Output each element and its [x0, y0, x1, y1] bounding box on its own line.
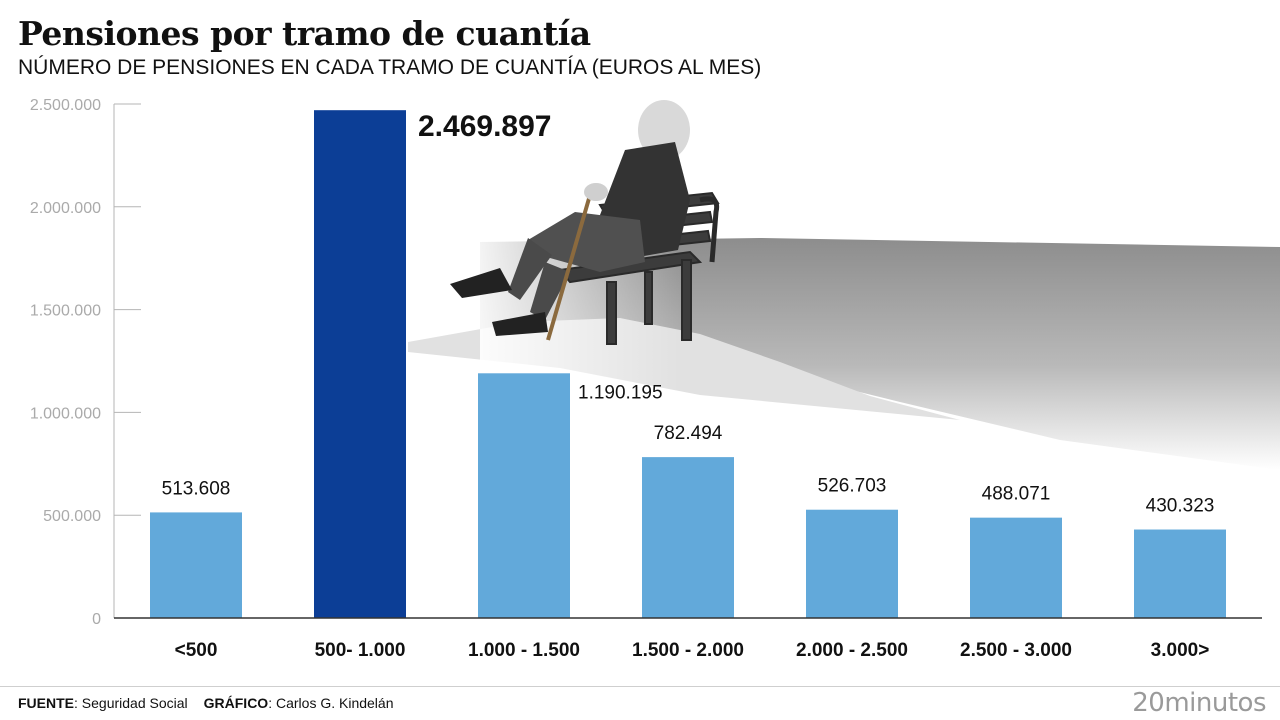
value-label: 430.323 [1146, 496, 1215, 517]
value-labels: 513.608 2.469.897 1.190.195 782.494 526.703 4… [162, 110, 1215, 516]
source-value: : Seguridad Social [74, 695, 188, 711]
x-tick-label: 1.000 - 1.500 [468, 640, 580, 661]
y-tick-label: 2.000.000 [30, 200, 101, 217]
background-photo [408, 100, 1280, 476]
elderly-man-icon [450, 100, 690, 341]
y-tick-label: 1.500.000 [30, 303, 101, 320]
value-label: 513.608 [162, 478, 231, 499]
value-label: 488.071 [982, 484, 1051, 505]
bar [1134, 529, 1226, 618]
graphic-value: : Carlos G. Kindelán [268, 695, 394, 711]
x-tick-label: 500- 1.000 [315, 640, 406, 661]
chart-subtitle: NÚMERO DE PENSIONES EN CADA TRAMO DE CUA… [18, 56, 762, 79]
value-label: 1.190.195 [578, 382, 663, 403]
value-label: 782.494 [654, 423, 723, 444]
graphic-label: GRÁFICO [203, 695, 269, 711]
bar [478, 373, 570, 618]
source-label: FUENTE [18, 695, 74, 711]
bar [970, 517, 1062, 618]
value-label: 2.469.897 [418, 110, 551, 143]
y-tick-label: 500.000 [43, 508, 101, 525]
y-axis: 0 500.000 1.000.000 1.500.000 2.000.000 2.500… [30, 97, 141, 628]
x-tick-label: 2.500 - 3.000 [960, 640, 1072, 661]
y-tick-label: 1.000.000 [30, 405, 101, 422]
brand-logo: 20minutos [1132, 688, 1266, 718]
x-tick-label: <500 [175, 640, 218, 661]
bar-chart: 0 500.000 1.000.000 1.500.000 2.000.000 2.500… [30, 97, 1280, 661]
y-tick-label: 0 [92, 611, 101, 628]
x-tick-label: 2.000 - 2.500 [796, 640, 908, 661]
chart-title: Pensiones por tramo de cuantía [18, 14, 591, 53]
bar [806, 509, 898, 618]
y-tick-label: 2.500.000 [30, 97, 101, 114]
bar [314, 110, 406, 618]
x-tick-label: 1.500 - 2.000 [632, 640, 744, 661]
value-label: 526.703 [818, 476, 887, 497]
footer: FUENTE: Seguridad Social GRÁFICO: Carlos … [0, 686, 1280, 720]
bar [150, 512, 242, 618]
bars [150, 110, 1226, 618]
x-axis: <500 500- 1.000 1.000 - 1.500 1.500 - 2.000… [114, 617, 1262, 661]
x-tick-label: 3.000> [1151, 640, 1210, 661]
bar [642, 457, 734, 618]
credits: FUENTE: Seguridad Social GRÁFICO: Carlos … [18, 695, 394, 711]
